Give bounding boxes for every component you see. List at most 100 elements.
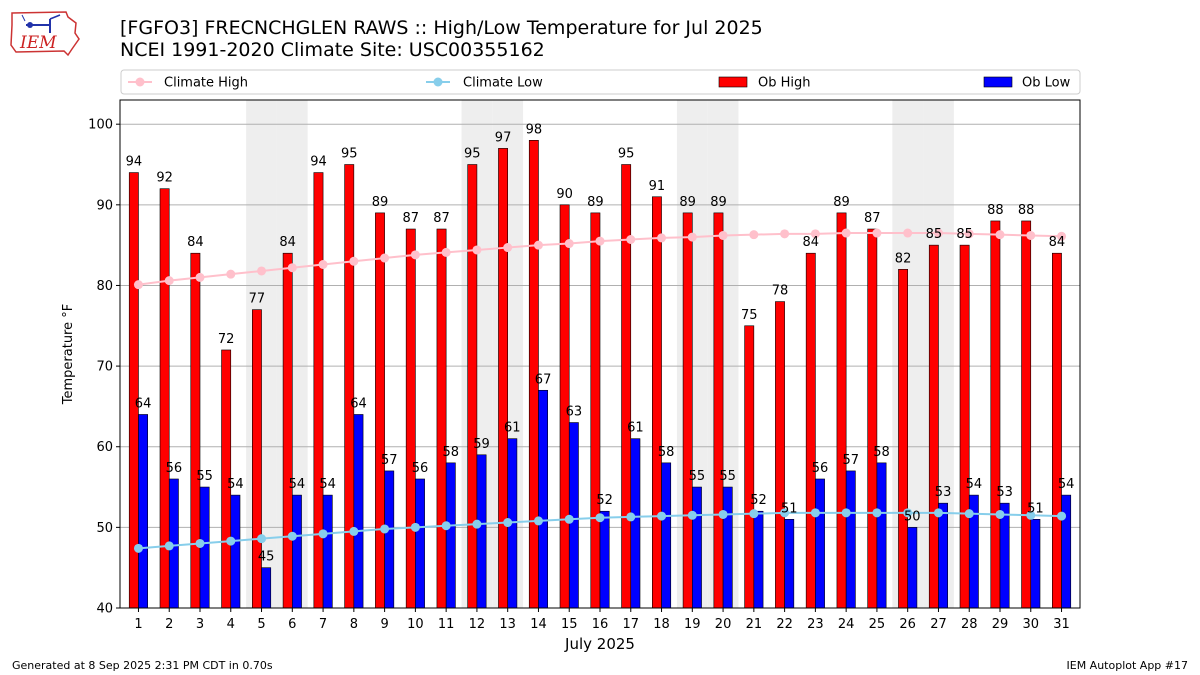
y-tick-label-80: 80 — [96, 279, 113, 294]
ob-low-bar-day-17 — [630, 438, 641, 609]
climate-high-point-day-4 — [226, 269, 236, 279]
ob-low-bar-day-12 — [476, 454, 487, 609]
x-tick-label-5: 5 — [257, 617, 265, 632]
ob-low-bar-day-27 — [938, 502, 948, 609]
ob-high-label-day-29: 88 — [987, 203, 1004, 218]
ob-high-bar-day-12 — [467, 164, 478, 609]
climate-high-point-day-12 — [472, 245, 482, 255]
climate-low-point-day-28 — [964, 509, 974, 519]
x-tick-label-3: 3 — [196, 617, 204, 632]
ob-high-bar-day-3 — [190, 252, 201, 609]
x-tick-label-15: 15 — [561, 617, 578, 632]
ob-low-bar-day-29 — [999, 502, 1010, 609]
x-tick-label-28: 28 — [961, 617, 978, 632]
ob-low-bar-day-26 — [907, 527, 918, 609]
ob-high-bar-day-6 — [282, 252, 293, 609]
legend-ob-high-swatch — [718, 76, 748, 88]
ob-low-label-day-14: 67 — [535, 372, 552, 387]
y-tick-label-70: 70 — [96, 360, 113, 375]
ob-high-bar-day-31 — [1052, 252, 1062, 609]
x-tick-label-6: 6 — [288, 617, 296, 632]
ob-high-label-day-18: 91 — [649, 179, 666, 194]
climate-low-point-day-3 — [195, 538, 205, 548]
climate-low-point-day-31 — [1057, 511, 1067, 521]
ob-low-label-day-29: 53 — [996, 485, 1013, 500]
legend-climate-low-label: Climate Low — [463, 76, 543, 91]
climate-high-point-day-24 — [841, 228, 851, 238]
ob-low-bar-day-4 — [230, 494, 241, 609]
ob-low-label-day-8: 64 — [350, 396, 367, 411]
climate-low-point-day-9 — [380, 524, 390, 534]
ob-high-label-day-24: 89 — [833, 195, 850, 210]
ob-low-label-day-12: 59 — [473, 437, 490, 452]
climate-low-point-day-22 — [780, 508, 790, 518]
x-tick-label-17: 17 — [622, 617, 639, 632]
ob-high-bar-day-29 — [990, 220, 1001, 609]
ob-high-label-day-19: 89 — [679, 195, 696, 210]
ob-high-bar-day-13 — [498, 148, 508, 609]
ob-high-label-day-14: 98 — [526, 122, 543, 137]
ob-high-bar-day-17 — [621, 164, 632, 609]
x-tick-label-14: 14 — [530, 617, 547, 632]
climate-high-point-day-14 — [533, 240, 543, 250]
bars — [128, 140, 1072, 609]
ob-low-bar-day-11 — [445, 462, 456, 609]
ob-low-label-day-16: 52 — [596, 493, 613, 508]
y-tick-label-90: 90 — [96, 198, 113, 213]
ob-low-label-day-24: 57 — [842, 453, 859, 468]
ob-low-bar-day-20 — [722, 486, 733, 609]
y-tick-label-60: 60 — [96, 440, 113, 455]
climate-high-point-day-27 — [933, 228, 943, 238]
ob-high-bar-day-9 — [375, 212, 385, 609]
climate-high-point-day-30 — [1026, 230, 1036, 240]
ob-low-bar-day-1 — [138, 414, 148, 609]
ob-high-label-day-20: 89 — [710, 195, 727, 210]
ob-low-label-day-6: 54 — [289, 477, 306, 492]
ob-low-bar-day-16 — [599, 510, 610, 609]
ob-high-label-day-12: 95 — [464, 147, 481, 162]
ob-low-label-day-25: 58 — [873, 445, 890, 460]
climate-low-point-day-26 — [903, 508, 913, 518]
ob-low-label-day-20: 55 — [719, 469, 736, 484]
generated-timestamp: Generated at 8 Sep 2025 2:31 PM CDT in 0… — [12, 659, 273, 672]
ob-low-label-day-19: 55 — [689, 469, 706, 484]
ob-high-bar-day-19 — [682, 212, 693, 609]
y-tick-label-100: 100 — [88, 118, 113, 133]
ob-high-label-day-7: 94 — [310, 155, 327, 170]
x-tick-label-9: 9 — [380, 617, 388, 632]
climate-low-point-day-29 — [995, 509, 1005, 519]
climate-high-point-day-7 — [318, 259, 328, 269]
ob-high-bar-day-26 — [898, 269, 908, 609]
climate-high-point-day-2 — [164, 276, 174, 286]
ob-low-label-day-1: 64 — [135, 396, 152, 411]
ob-high-label-day-3: 84 — [187, 235, 204, 250]
ob-low-bar-day-10 — [415, 478, 425, 609]
ob-low-label-day-26: 50 — [904, 509, 921, 524]
climate-low-point-day-1 — [133, 543, 143, 553]
climate-high-point-day-17 — [626, 234, 636, 244]
x-tick-label-22: 22 — [776, 617, 793, 632]
y-axis-label: Temperature °F — [61, 304, 76, 405]
x-tick-label-26: 26 — [899, 617, 916, 632]
ob-high-label-day-13: 97 — [495, 130, 512, 145]
legend: Climate High Climate Low Ob High Ob Low — [120, 69, 1081, 95]
ob-low-label-day-21: 52 — [750, 493, 767, 508]
climate-high-point-day-26 — [903, 228, 913, 238]
ob-high-label-day-17: 95 — [618, 147, 635, 162]
climate-low-point-day-25 — [872, 508, 882, 518]
iem-logo: IEM — [10, 11, 80, 57]
climate-low-point-day-4 — [226, 536, 236, 546]
climate-high-point-day-18 — [657, 233, 667, 243]
x-tick-label-10: 10 — [407, 617, 424, 632]
x-tick-label-27: 27 — [930, 617, 947, 632]
climate-lines — [133, 228, 1067, 553]
x-tick-label-20: 20 — [715, 617, 732, 632]
ob-high-bar-day-25 — [867, 228, 878, 609]
legend-ob-low-swatch — [983, 76, 1013, 88]
ob-high-label-day-9: 89 — [372, 195, 389, 210]
ob-high-label-day-26: 82 — [895, 251, 912, 266]
ob-high-label-day-10: 87 — [402, 211, 419, 226]
ob-low-bar-day-6 — [292, 494, 302, 609]
legend-climate-high-label: Climate High — [164, 76, 248, 91]
chart-subtitle: NCEI 1991-2020 Climate Site: USC00355162 — [120, 39, 545, 61]
